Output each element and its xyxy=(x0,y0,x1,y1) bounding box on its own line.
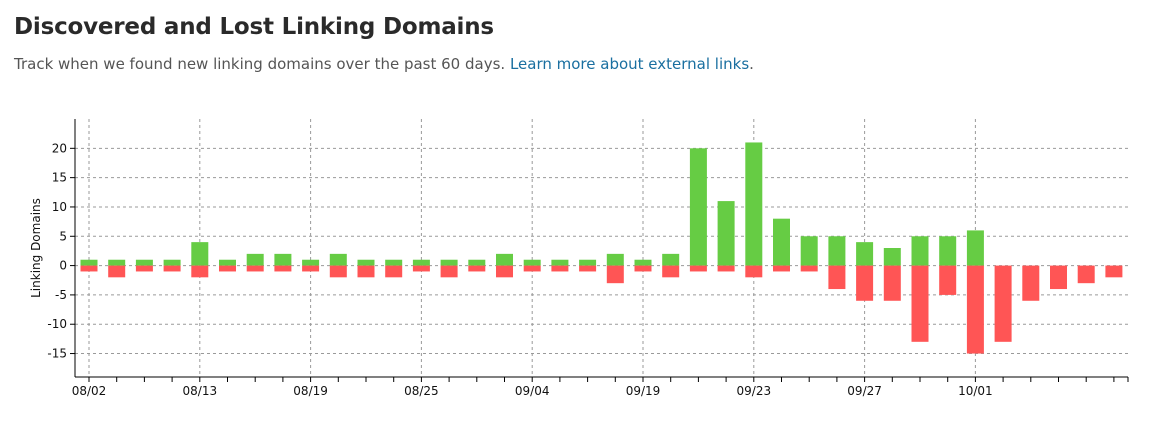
lost-bar xyxy=(828,265,846,290)
discovered-bar xyxy=(219,259,236,266)
discovered-bar xyxy=(634,259,652,266)
lost-bar xyxy=(634,265,652,272)
lost-bar xyxy=(939,265,957,295)
discovered-bar xyxy=(191,242,209,266)
discovered-bar xyxy=(163,259,181,266)
x-tick-label: 09/04 xyxy=(515,384,550,398)
discovered-bar xyxy=(357,259,375,266)
x-tick-label: 09/27 xyxy=(847,384,882,398)
x-tick-label: 09/23 xyxy=(737,384,772,398)
discovered-bar xyxy=(302,259,320,266)
lost-bar xyxy=(773,265,790,272)
lost-bar xyxy=(219,265,236,272)
lost-bar xyxy=(523,265,541,272)
lost-bar xyxy=(689,265,707,272)
discovered-bar xyxy=(606,253,624,266)
discovered-bar xyxy=(80,259,98,266)
chart-header: Discovered and Lost Linking Domains Trac… xyxy=(14,14,754,73)
lost-bar xyxy=(163,265,181,272)
discovered-bar xyxy=(385,259,403,266)
discovered-bar xyxy=(883,248,901,266)
lost-bar xyxy=(994,265,1012,342)
lost-bar xyxy=(357,265,375,278)
discovered-bar xyxy=(246,253,264,266)
y-tick-label: 0 xyxy=(59,259,67,273)
y-tick-label: -10 xyxy=(47,317,67,331)
lost-bar xyxy=(108,265,126,278)
lost-bar xyxy=(440,265,458,278)
lost-bar xyxy=(966,265,984,354)
lost-bar xyxy=(135,265,153,272)
lost-bar xyxy=(717,265,735,272)
discovered-bar xyxy=(939,236,957,266)
lost-bar xyxy=(856,265,874,301)
lost-bar xyxy=(246,265,264,272)
discovered-bar xyxy=(135,259,153,266)
lost-bar xyxy=(496,265,513,278)
discovered-bar xyxy=(966,230,984,266)
discovered-bar xyxy=(579,259,597,266)
discovered-bar xyxy=(856,242,874,266)
lost-bar xyxy=(606,265,624,284)
lost-bar xyxy=(1105,265,1123,278)
y-tick-label: 15 xyxy=(52,171,67,185)
lost-bar xyxy=(302,265,320,272)
lost-bar xyxy=(80,265,98,272)
lost-bar xyxy=(468,265,486,272)
discovered-bar xyxy=(911,236,929,266)
learn-more-link[interactable]: Learn more about external links xyxy=(509,55,750,73)
lost-bar xyxy=(745,265,763,278)
discovered-bar xyxy=(496,253,513,266)
x-tick-label: 08/13 xyxy=(183,384,218,398)
x-tick-label: 08/19 xyxy=(293,384,328,398)
lost-bar xyxy=(329,265,347,278)
lost-bar xyxy=(579,265,597,272)
discovered-bar xyxy=(800,236,818,266)
discovered-bar xyxy=(108,259,126,266)
discovered-bar xyxy=(828,236,846,266)
y-tick-label: -15 xyxy=(47,347,67,361)
x-tick-label: 09/19 xyxy=(626,384,661,398)
lost-bar xyxy=(1077,265,1095,284)
page-subtitle: Track when we found new linking domains … xyxy=(14,55,754,73)
y-tick-label: 5 xyxy=(59,229,67,243)
y-tick-label: 20 xyxy=(52,141,67,155)
discovered-bar xyxy=(440,259,458,266)
x-tick-label: 08/02 xyxy=(72,384,107,398)
lost-bar xyxy=(412,265,430,272)
lost-bar xyxy=(191,265,209,278)
x-tick-label: 08/25 xyxy=(404,384,439,398)
x-tick-label: 10/01 xyxy=(958,384,993,398)
subtitle-suffix: . xyxy=(749,55,754,73)
page-title: Discovered and Lost Linking Domains xyxy=(14,14,494,40)
discovered-bar xyxy=(773,218,790,266)
lost-bar xyxy=(274,265,292,272)
y-tick-label: -5 xyxy=(55,288,67,302)
discovered-bar xyxy=(412,259,430,266)
discovered-bar xyxy=(717,201,735,266)
discovered-bar xyxy=(523,259,541,266)
discovered-bar xyxy=(274,253,292,266)
discovered-bar xyxy=(329,253,347,266)
y-tick-label: 10 xyxy=(52,200,67,214)
lost-bar xyxy=(800,265,818,272)
lost-bar xyxy=(1022,265,1040,301)
lost-bar xyxy=(551,265,569,272)
lost-bar xyxy=(911,265,929,342)
lost-bar xyxy=(385,265,403,278)
lost-bar xyxy=(883,265,901,301)
discovered-bar xyxy=(662,253,680,266)
discovered-bar xyxy=(468,259,486,266)
subtitle-text: Track when we found new linking domains … xyxy=(14,55,506,73)
discovered-bar xyxy=(745,142,763,266)
discovered-bar xyxy=(551,259,569,266)
discovered-bar xyxy=(689,148,707,266)
lost-bar xyxy=(1050,265,1067,290)
lost-bar xyxy=(662,265,680,278)
y-axis-title: Linking Domains xyxy=(29,198,43,298)
